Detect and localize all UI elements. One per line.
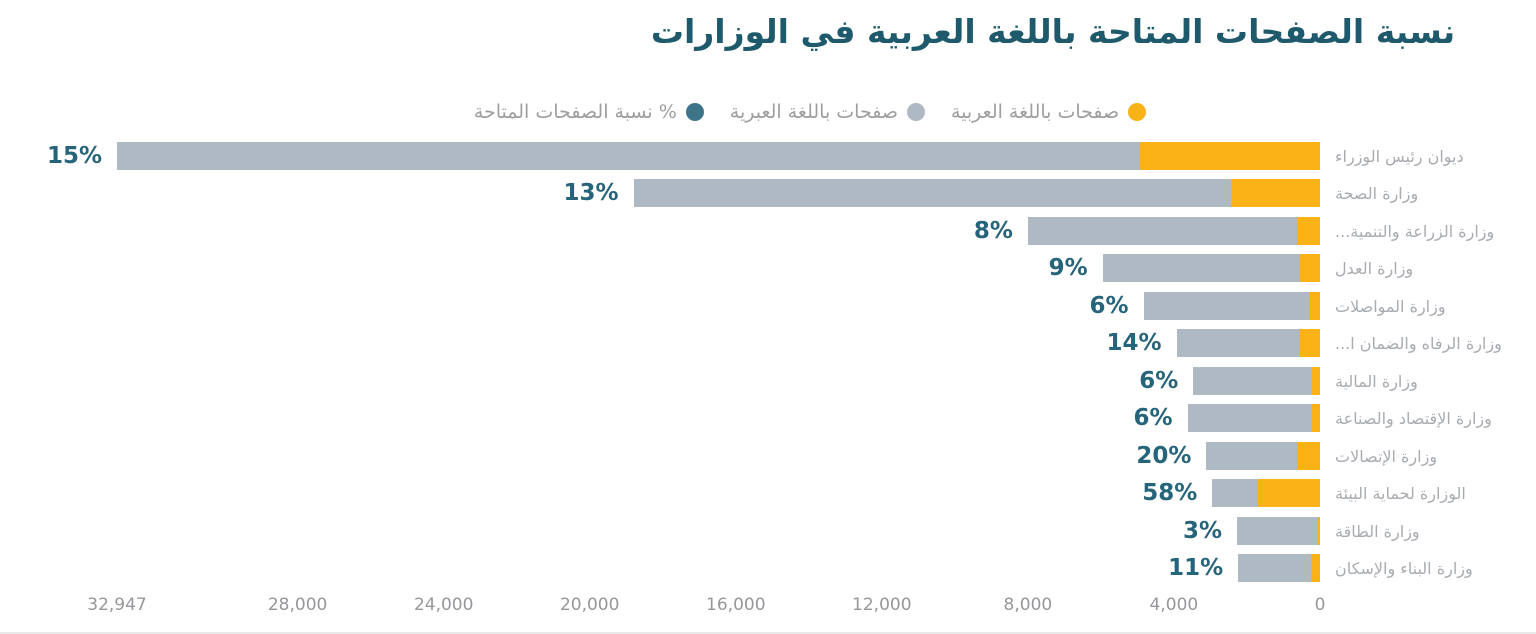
x-axis-tick-label: 28,000 — [267, 595, 328, 615]
bar-track: 3% — [117, 517, 1320, 545]
arabic-pages-bar-segment[interactable] — [1299, 329, 1320, 357]
arabic-pages-bar-segment[interactable] — [1312, 367, 1320, 395]
category-label: وزارة الطاقة — [1335, 521, 1420, 541]
bar-row: 6% وزارة المواصلات — [0, 292, 1536, 320]
hebrew-pages-bar[interactable] — [1212, 479, 1320, 507]
bar-track: 6% — [117, 367, 1320, 395]
percent-label: 3% — [1183, 517, 1223, 544]
x-axis-tick-label: 24,000 — [413, 595, 474, 615]
legend-label: % نسبة الصفحات المتاحة — [473, 101, 677, 123]
percent-label: 58% — [1142, 479, 1198, 506]
arabic-pages-bar-segment[interactable] — [1230, 179, 1320, 207]
arabic-pages-bar-segment[interactable] — [1317, 517, 1320, 545]
x-axis-tick-label: 0 — [1314, 595, 1326, 615]
chart-title: نسبة الصفحات المتاحة باللغة العربية في ا… — [650, 12, 1456, 51]
bar-track: 6% — [117, 292, 1320, 320]
bar-track: 15% — [47, 142, 1320, 170]
arabic-pages-swatch-icon — [1128, 103, 1147, 121]
category-label: وزارة المالية — [1335, 371, 1418, 391]
arabic-pages-bar-segment[interactable] — [1312, 404, 1320, 432]
arabic-pages-bar-segment[interactable] — [1297, 442, 1320, 470]
category-label: وزارة الزراعة والتنمية... — [1335, 221, 1495, 241]
hebrew-pages-bar[interactable] — [1176, 329, 1320, 357]
arabic-pages-bar-segment[interactable] — [1309, 292, 1320, 320]
bar-row: 3% وزارة الطاقة — [0, 517, 1536, 545]
category-label: وزارة المواصلات — [1335, 296, 1446, 316]
x-axis: 32,947 28,000 24,000 20,000 16,000 12,000 8,00… — [0, 595, 1536, 619]
legend-label: صفحات باللغة العبرية — [729, 101, 898, 123]
percent-label: 11% — [1168, 554, 1224, 581]
bar-track: 58% — [117, 479, 1320, 507]
hebrew-pages-bar[interactable] — [1187, 404, 1320, 432]
bar-row: 15% ديوان رئيس الوزراء — [0, 142, 1536, 170]
category-label: وزارة العدل — [1335, 258, 1414, 278]
x-axis-tick-label: 16,000 — [706, 595, 766, 615]
percent-label: 14% — [1106, 329, 1162, 356]
category-label: وزارة الإقتصاد والصناعة — [1335, 408, 1492, 428]
arabic-pages-bar-segment[interactable] — [1257, 479, 1320, 507]
hebrew-pages-bar[interactable] — [633, 179, 1320, 207]
category-label: وزارة البناء والإسكان — [1335, 558, 1473, 578]
bar-row: 13% وزارة الصحة — [0, 179, 1536, 207]
percent-label: 9% — [1048, 254, 1088, 281]
x-axis-tick-label: 8,000 — [1003, 595, 1053, 615]
hebrew-pages-bar[interactable] — [1143, 292, 1320, 320]
percent-label: 13% — [563, 179, 619, 206]
hebrew-pages-bar[interactable] — [1237, 517, 1320, 545]
bar-row: 11% وزارة البناء والإسكان — [0, 554, 1536, 582]
arabic-pages-bar-segment[interactable] — [1296, 217, 1320, 245]
bar-track: 20% — [117, 442, 1320, 470]
bar-track: 9% — [117, 254, 1320, 282]
category-label: ديوان رئيس الوزراء — [1335, 146, 1464, 166]
bar-row: 20% وزارة الإتصالات — [0, 442, 1536, 470]
percent-label: 6% — [1133, 404, 1173, 431]
bar-track: 11% — [117, 554, 1320, 582]
x-axis-tick-label: 12,000 — [852, 595, 912, 615]
hebrew-pages-bar[interactable] — [1193, 367, 1320, 395]
bar-row: 6% وزارة المالية — [0, 367, 1536, 395]
percent-label: 6% — [1089, 292, 1129, 319]
x-axis-tick-label: 4,000 — [1149, 595, 1199, 615]
bar-track: 6% — [117, 404, 1320, 432]
arabic-pages-bar-segment[interactable] — [1311, 554, 1320, 582]
x-axis-tick-label: 32,947 — [87, 595, 147, 615]
percent-label: 20% — [1136, 442, 1192, 469]
legend-item-arabic-pages[interactable]: صفحات باللغة العربية — [950, 101, 1147, 123]
legend-item-hebrew-pages[interactable]: صفحات باللغة العبرية — [730, 101, 925, 123]
bar-track: 8% — [117, 217, 1320, 245]
category-label: وزارة الإتصالات — [1335, 446, 1438, 466]
arabic-pages-bar-segment[interactable] — [1300, 254, 1320, 282]
chart-legend: صفحات باللغة العربية صفحات باللغة العبري… — [42, 101, 1536, 123]
hebrew-pages-bar[interactable] — [1238, 554, 1320, 582]
legend-label: صفحات باللغة العربية — [950, 101, 1120, 123]
x-axis-tick-label: 20,000 — [559, 595, 620, 615]
percent-label: 15% — [46, 142, 102, 169]
legend-item-percent-available[interactable]: % نسبة الصفحات المتاحة — [474, 101, 704, 123]
percent-label: 6% — [1139, 367, 1179, 394]
bar-row: 58% الوزارة لحماية البيئة — [0, 479, 1536, 507]
bar-track: 14% — [117, 329, 1320, 357]
category-label: وزارة الصحة — [1335, 183, 1419, 203]
percent-label: 8% — [973, 217, 1013, 244]
hebrew-pages-swatch-icon — [906, 103, 925, 121]
bar-track: 13% — [117, 179, 1320, 207]
hebrew-pages-bar[interactable] — [1102, 254, 1320, 282]
percent-available-swatch-icon — [685, 103, 704, 121]
bar-row: 6% وزارة الإقتصاد والصناعة — [0, 404, 1536, 432]
hebrew-pages-bar[interactable] — [1027, 217, 1320, 245]
hebrew-pages-bar[interactable] — [117, 142, 1320, 170]
hebrew-pages-bar[interactable] — [1206, 442, 1320, 470]
category-label: الوزارة لحماية البيئة — [1335, 483, 1466, 503]
bar-row: 9% وزارة العدل — [0, 254, 1536, 282]
arabic-pages-bar-segment[interactable] — [1139, 142, 1320, 170]
bar-row: 8% وزارة الزراعة والتنمية... — [0, 217, 1536, 245]
category-label: وزارة الرفاه والضمان ا... — [1335, 333, 1502, 353]
bar-row: 14% وزارة الرفاه والضمان ا... — [0, 329, 1536, 357]
